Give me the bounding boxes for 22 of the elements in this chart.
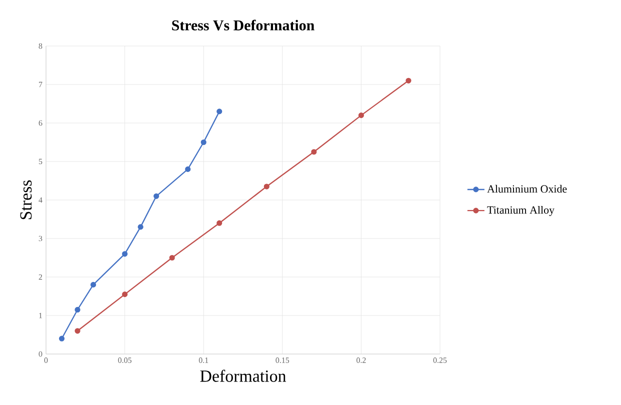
point	[311, 149, 317, 155]
point	[406, 78, 412, 84]
point	[154, 193, 160, 199]
point	[358, 112, 364, 118]
legend-label: Titanium Alloy	[487, 206, 554, 216]
point	[216, 108, 222, 114]
chart-title: Stress Vs Deformation	[172, 20, 314, 31]
point	[74, 328, 80, 334]
point	[122, 251, 128, 257]
point	[185, 166, 191, 172]
x-axis-title: Deformation	[200, 370, 286, 382]
legend-label: Aluminium Oxide	[487, 184, 567, 193]
point	[74, 306, 80, 313]
point	[169, 254, 175, 261]
point	[90, 282, 96, 288]
point	[58, 336, 65, 342]
y-axis-title: Stress	[20, 180, 32, 220]
point	[200, 139, 206, 146]
point	[122, 292, 128, 298]
point	[138, 224, 144, 230]
point	[264, 184, 270, 190]
point	[216, 220, 222, 226]
